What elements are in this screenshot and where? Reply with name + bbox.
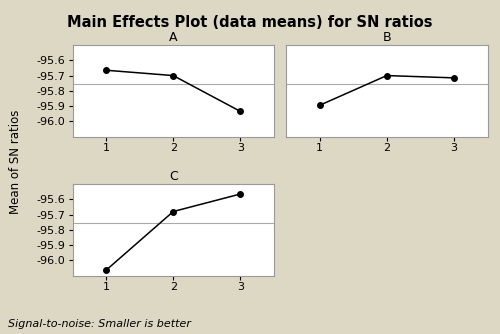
- Title: A: A: [169, 31, 177, 44]
- Title: C: C: [169, 170, 177, 183]
- Text: Mean of SN ratios: Mean of SN ratios: [10, 110, 22, 214]
- Text: Main Effects Plot (data means) for SN ratios: Main Effects Plot (data means) for SN ra…: [67, 15, 433, 30]
- Text: Signal-to-noise: Smaller is better: Signal-to-noise: Smaller is better: [8, 319, 190, 329]
- Title: B: B: [382, 31, 391, 44]
